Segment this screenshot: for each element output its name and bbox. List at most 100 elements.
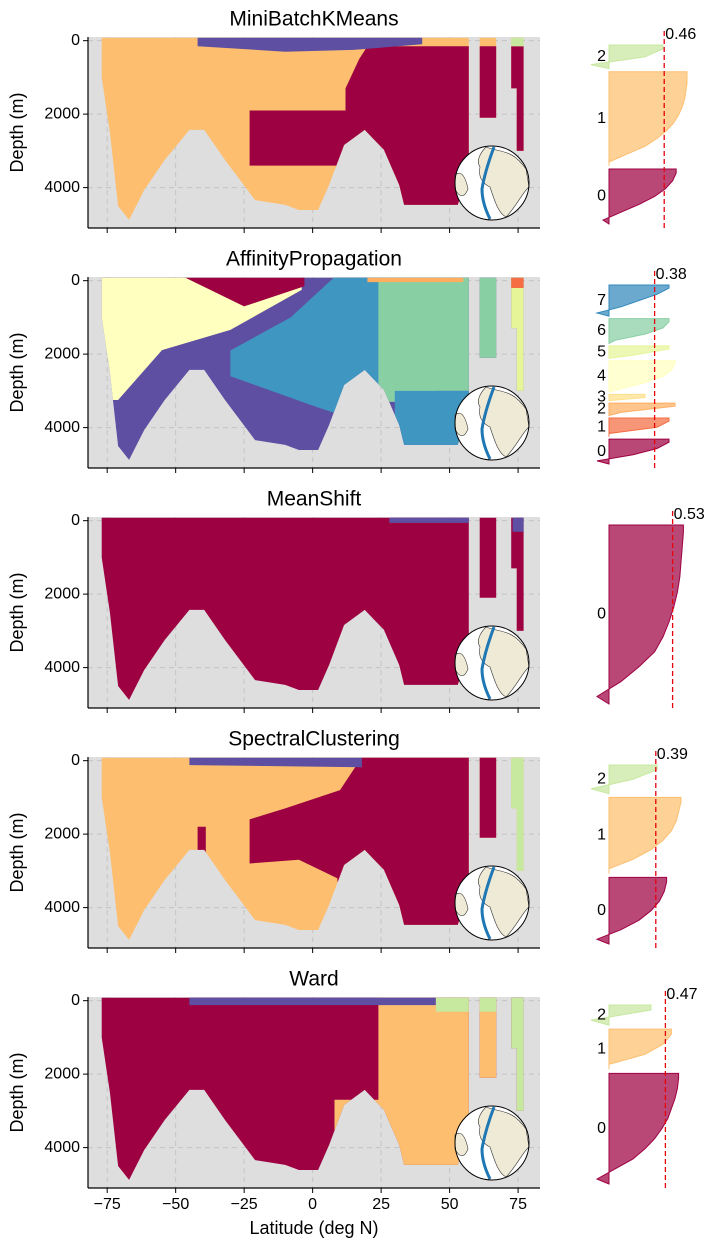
y-tick-label: 2000 (44, 1065, 80, 1082)
cluster-label: 0 (597, 1120, 606, 1137)
score-label: 0.53 (674, 506, 705, 523)
cluster-regions (101, 757, 524, 940)
inset-globe (454, 385, 530, 461)
x-axis-label: Latitude (deg N) (249, 1218, 378, 1238)
cluster-region (189, 757, 362, 768)
silhouette-area (608, 1028, 672, 1070)
cluster-region (101, 277, 302, 400)
x-tick-label: 0 (308, 1196, 317, 1213)
cluster-region (509, 277, 524, 288)
score-label: 0.39 (657, 746, 688, 763)
y-tick-label: 4000 (44, 179, 80, 196)
cluster-label: 6 (597, 322, 606, 339)
globe-land (454, 146, 530, 218)
cluster-label: 1 (597, 419, 606, 436)
cluster-region (189, 997, 436, 1006)
cluster-label: 0 (597, 902, 606, 919)
y-axis-label: Depth (m) (7, 1052, 27, 1132)
globe-outline (454, 625, 530, 701)
cluster-label: 0 (597, 443, 606, 460)
silhouette-area (590, 764, 658, 795)
y-axis-label: Depth (m) (7, 92, 27, 172)
cluster-label: 4 (597, 368, 606, 385)
globe-land (454, 386, 530, 458)
globe-outline (454, 145, 530, 221)
y-tick-label: 4000 (44, 659, 80, 676)
cluster-label: 5 (597, 343, 606, 360)
globe-land (454, 866, 530, 938)
y-tick-label: 2000 (44, 345, 80, 362)
section-track (480, 386, 496, 460)
y-tick-label: 0 (71, 32, 80, 49)
chart-title: MiniBatchKMeans (229, 8, 398, 31)
y-tick-label: 2000 (44, 825, 80, 842)
y-tick-label: 2000 (44, 105, 80, 122)
section-track (480, 866, 496, 940)
x-tick-label: 25 (372, 1196, 390, 1213)
cluster-label: 1 (597, 110, 606, 127)
y-tick-label: 0 (71, 752, 80, 769)
silhouette-area (608, 71, 688, 166)
cluster-region (367, 277, 464, 283)
y-tick-label: 4000 (44, 419, 80, 436)
silhouette-area (608, 417, 670, 437)
y-axis-label: Depth (m) (7, 572, 27, 652)
silhouette-area (608, 393, 646, 402)
cluster-label: 3 (597, 389, 606, 406)
chart-title: AffinityPropagation (226, 248, 402, 271)
y-tick-label: 2000 (44, 585, 80, 602)
cluster-region (183, 277, 305, 307)
cluster-label: 0 (597, 606, 606, 623)
cluster-region (512, 517, 524, 532)
y-tick-label: 4000 (44, 1139, 80, 1156)
section-track (480, 1106, 496, 1180)
globe-outline (454, 1105, 530, 1181)
cluster-region (197, 37, 423, 52)
inset-globe (454, 145, 530, 221)
score-label: 0.38 (656, 266, 687, 283)
cluster-label: 1 (597, 827, 606, 844)
silhouette-area (590, 44, 664, 70)
silhouette-area (608, 796, 682, 874)
globe-land (454, 626, 530, 698)
y-axis-label: Depth (m) (7, 332, 27, 412)
cluster-region (435, 997, 499, 1012)
cluster-region (230, 277, 382, 417)
silhouette-area (595, 1072, 680, 1185)
silhouette-area (601, 168, 677, 225)
cluster-region (197, 826, 206, 853)
section-track (480, 146, 496, 220)
y-tick-label: 4000 (44, 899, 80, 916)
y-tick-label: 0 (71, 272, 80, 289)
cluster-region (249, 757, 505, 940)
silhouette-area (608, 402, 676, 417)
x-tick-label: −25 (231, 1196, 258, 1213)
silhouette-area (608, 318, 670, 345)
cluster-label: 2 (597, 1006, 606, 1023)
x-tick-label: −75 (94, 1196, 121, 1213)
globe-land (454, 1106, 530, 1178)
globe-outline (454, 385, 530, 461)
silhouette-area (608, 345, 670, 359)
chart-title: SpectralClustering (228, 728, 400, 751)
y-tick-label: 0 (71, 992, 80, 1009)
x-tick-label: 50 (441, 1196, 459, 1213)
silhouette-area (595, 284, 670, 317)
y-tick-label: 0 (71, 512, 80, 529)
score-label: 0.47 (666, 986, 697, 1003)
silhouette-area (595, 876, 668, 945)
section-track (480, 626, 496, 700)
y-axis-label: Depth (m) (7, 812, 27, 892)
x-tick-label: 75 (509, 1196, 527, 1213)
cluster-region (378, 277, 499, 402)
chart-title: MeanShift (267, 488, 362, 511)
x-tick-label: −50 (162, 1196, 189, 1213)
cluster-label: 1 (597, 1040, 606, 1057)
inset-globe (454, 865, 530, 941)
chart-title: Ward (289, 968, 338, 991)
cluster-label: 0 (597, 188, 606, 205)
silhouette-area (596, 438, 670, 465)
inset-globe (454, 625, 530, 701)
cluster-region (389, 517, 477, 523)
